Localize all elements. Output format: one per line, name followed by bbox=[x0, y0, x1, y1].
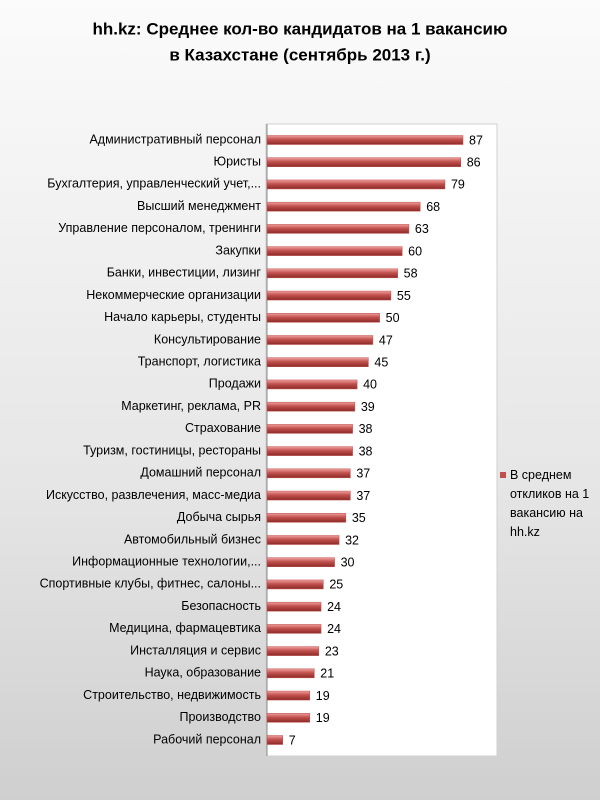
y-tick-label: Безопасность bbox=[181, 599, 261, 613]
bar bbox=[266, 557, 335, 567]
bar bbox=[266, 357, 369, 367]
value-label: 37 bbox=[356, 467, 370, 481]
bar bbox=[266, 535, 340, 545]
bar bbox=[266, 468, 351, 479]
legend-label: В среднем откликов на 1 вакансию на hh.k… bbox=[510, 468, 590, 539]
y-tick-label: Искусство, развлечения, масс-медиа bbox=[46, 488, 261, 502]
y-tick-label: Начало карьеры, студенты bbox=[104, 310, 261, 324]
y-tick-label: Домашний персонал bbox=[140, 466, 261, 480]
y-tick-label: Страхование bbox=[185, 421, 261, 435]
y-tick-label: Бухгалтерия, управленческий учет,... bbox=[47, 177, 261, 191]
bar bbox=[266, 135, 464, 145]
y-tick-label: Производство bbox=[179, 710, 261, 724]
bar bbox=[266, 424, 353, 434]
y-tick-label: Административный персонал bbox=[89, 132, 261, 146]
y-tick-label: Автомобильный бизнес bbox=[124, 532, 261, 546]
value-label: 30 bbox=[341, 556, 355, 570]
value-label: 39 bbox=[361, 400, 375, 414]
y-tick-label: Строительство, недвижимость bbox=[83, 688, 261, 702]
chart-title: в Казахстане (сентябрь 2013 г.) bbox=[169, 45, 430, 64]
y-tick-label: Продажи bbox=[209, 377, 261, 391]
value-label: 58 bbox=[404, 267, 418, 281]
bar bbox=[266, 713, 311, 723]
y-tick-label: Туризм, гостиницы, рестораны bbox=[83, 443, 261, 457]
value-label: 25 bbox=[329, 578, 343, 592]
y-tick-label: Юристы bbox=[213, 155, 261, 169]
y-tick-label: Транспорт, логистика bbox=[138, 355, 261, 369]
value-label: 19 bbox=[316, 711, 330, 725]
bar bbox=[266, 224, 410, 234]
value-label: 24 bbox=[327, 622, 341, 636]
value-label: 79 bbox=[451, 178, 465, 192]
value-label: 32 bbox=[345, 533, 359, 547]
value-label: 86 bbox=[467, 156, 481, 170]
value-label: 55 bbox=[397, 289, 411, 303]
bar bbox=[266, 401, 356, 412]
plot-area bbox=[265, 123, 498, 757]
y-tick-label: Наука, образование bbox=[145, 666, 261, 680]
value-label: 24 bbox=[327, 600, 341, 614]
bar bbox=[266, 690, 311, 701]
y-tick-label: Высший менеджмент bbox=[137, 199, 261, 213]
bar bbox=[266, 490, 351, 501]
bar bbox=[266, 379, 358, 390]
bar bbox=[266, 446, 353, 456]
y-tick-label: Банки, инвестиции, лизинг bbox=[107, 266, 262, 280]
y-tick-label: Спортивные клубы, фитнес, салоны... bbox=[40, 577, 261, 591]
y-tick-label: Управление персоналом, тренинги bbox=[58, 221, 261, 235]
value-label: 7 bbox=[289, 733, 296, 747]
value-label: 35 bbox=[352, 511, 366, 525]
value-label: 45 bbox=[374, 356, 388, 370]
y-tick-label: Закупки bbox=[215, 243, 261, 257]
value-label: 50 bbox=[386, 311, 400, 325]
y-tick-label: Добыча сырья bbox=[177, 510, 261, 524]
legend-swatch bbox=[500, 472, 506, 478]
bar bbox=[266, 624, 322, 634]
value-label: 68 bbox=[426, 200, 440, 214]
bar bbox=[266, 513, 347, 523]
bar bbox=[266, 601, 322, 612]
value-label: 63 bbox=[415, 222, 429, 236]
bar bbox=[266, 201, 421, 212]
y-tick-label: Информационные технологии,... bbox=[72, 555, 261, 569]
bar bbox=[266, 335, 374, 345]
value-label: 38 bbox=[359, 444, 373, 458]
value-label: 60 bbox=[408, 244, 422, 258]
legend: В среднем откликов на 1 вакансию на hh.k… bbox=[500, 466, 595, 542]
value-label: 21 bbox=[320, 667, 334, 681]
bar bbox=[266, 579, 324, 590]
y-tick-label: Медицина, фармацевтика bbox=[109, 621, 261, 635]
bar bbox=[266, 157, 461, 167]
bar bbox=[266, 646, 320, 656]
bar bbox=[266, 668, 315, 679]
y-tick-label: Консультирование bbox=[154, 332, 261, 346]
bar bbox=[266, 268, 398, 279]
value-label: 47 bbox=[379, 333, 393, 347]
value-label: 87 bbox=[469, 133, 483, 147]
y-tick-label: Рабочий персонал bbox=[153, 732, 261, 746]
bar bbox=[266, 290, 392, 301]
y-tick-label: Некоммерческие организации bbox=[86, 288, 261, 302]
bar bbox=[266, 179, 446, 190]
bar bbox=[266, 735, 284, 745]
value-label: 19 bbox=[316, 689, 330, 703]
y-tick-label: Инсталляция и сервис bbox=[130, 643, 261, 657]
bar bbox=[266, 246, 403, 256]
value-label: 38 bbox=[359, 422, 373, 436]
chart-title: hh.kz: Среднее кол-во кандидатов на 1 ва… bbox=[92, 19, 507, 38]
value-label: 37 bbox=[356, 489, 370, 503]
value-label: 23 bbox=[325, 644, 339, 658]
bar bbox=[266, 313, 380, 323]
y-tick-label: Маркетинг, реклама, PR bbox=[121, 399, 261, 413]
value-label: 40 bbox=[363, 378, 377, 392]
